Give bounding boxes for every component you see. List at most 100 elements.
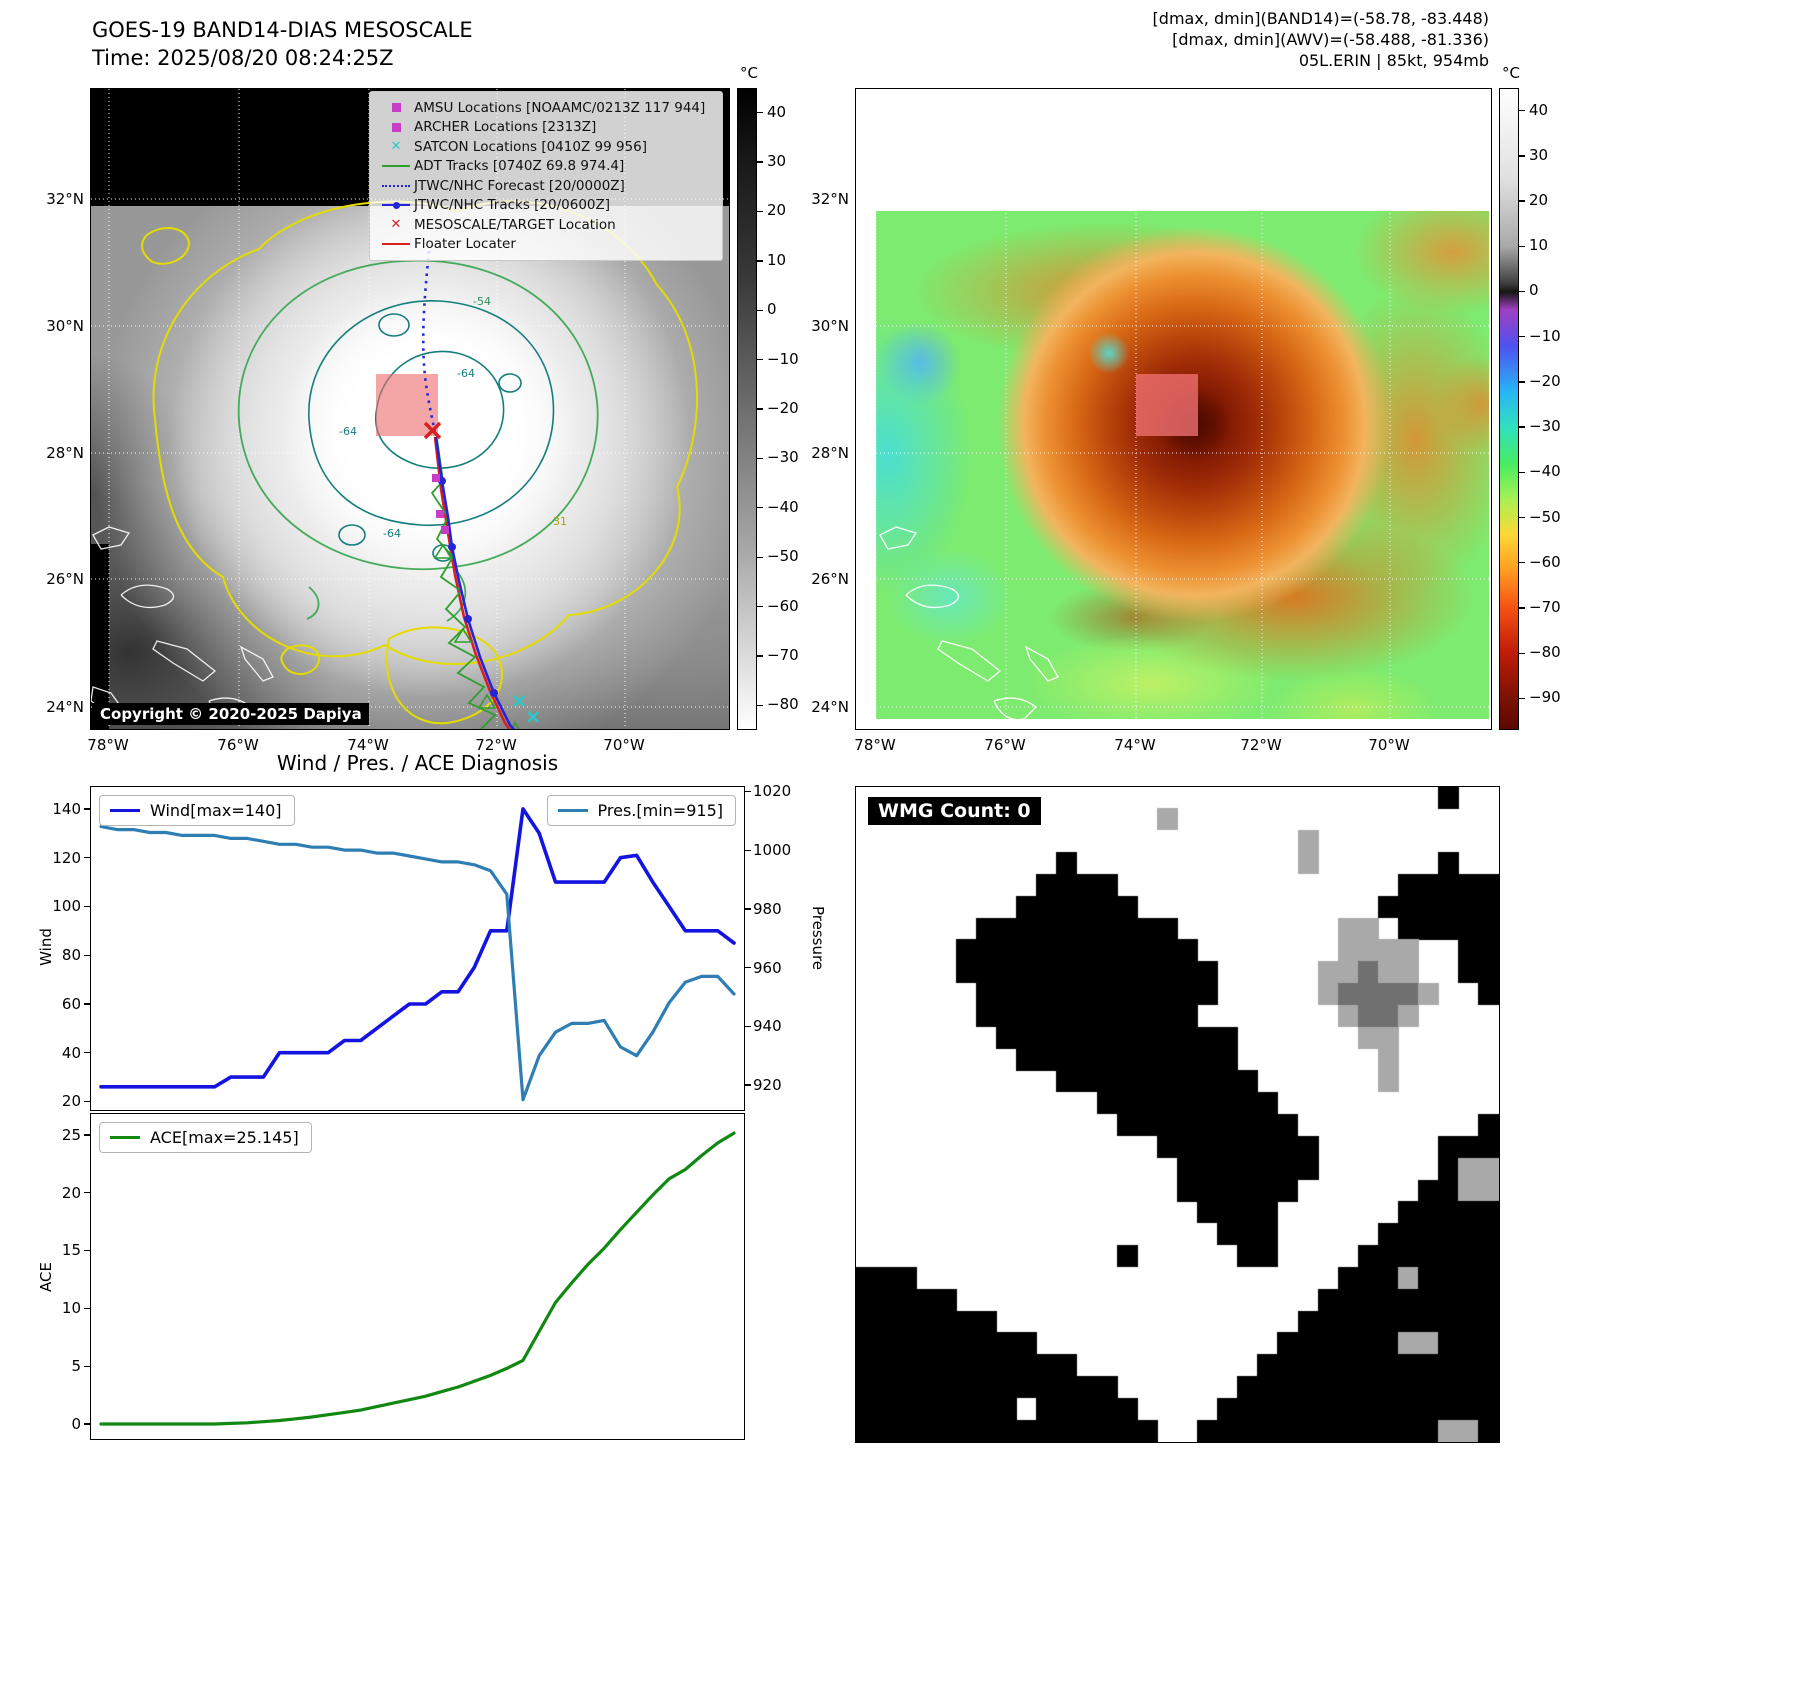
lat-tick-label: 32°N [811, 190, 849, 208]
line-swatch [382, 184, 410, 187]
colorbar-tick-label: −80 [1529, 643, 1561, 662]
legend-item: ADT Tracks [0740Z 69.8 974.4] [378, 157, 714, 177]
legend-item-label: JTWC/NHC Forecast [20/0000Z] [414, 177, 625, 194]
colorbar-tick-label: −90 [1529, 688, 1561, 707]
mesoscale-sector-edge-left [91, 544, 109, 729]
dmax-dmin-awv: [dmax, dmin](AWV)=(-58.488, -81.336) [1172, 30, 1489, 49]
legend-item-label: MESOSCALE/TARGET Location [414, 216, 616, 233]
y-tick-mark [84, 1052, 90, 1054]
y-tick-mark [84, 1307, 90, 1309]
colorbar-tick-mark [1519, 652, 1525, 654]
line-swatch [382, 243, 410, 246]
target-x-marker [423, 421, 442, 440]
square-marker-icon [378, 122, 414, 132]
y-tick-label: 80 [61, 946, 81, 965]
band14-title: GOES-19 BAND14-DIAS MESOSCALE [92, 18, 473, 42]
colorbar-tick-label: −50 [1529, 507, 1561, 526]
colorbar-tick-label: 30 [767, 152, 787, 171]
storm-id-intensity: 05L.ERIN | 85kt, 954mb [1298, 51, 1489, 70]
contour-label: -64 [457, 367, 475, 380]
x-marker-icon: ✕ [390, 139, 402, 155]
legend-item-label: Floater Locater [414, 236, 516, 253]
contour-label: -54 [473, 295, 491, 308]
y-tick-label: 5 [71, 1357, 81, 1376]
y-tick-label: 0 [71, 1414, 81, 1433]
y-tick-label: 980 [753, 899, 782, 918]
legend-item-label: SATCON Locations [0410Z 99 956] [414, 138, 647, 155]
colorbar-tick-label: −50 [767, 547, 799, 566]
lon-tick-label: 70°W [1368, 736, 1410, 754]
wind-line-sample-icon [110, 809, 140, 812]
colorbar-tick-label: 40 [1529, 100, 1549, 119]
legend-item-label: ADT Tracks [0740Z 69.8 974.4] [414, 158, 625, 175]
contour-label: -64 [339, 425, 357, 438]
ace-axis-label: ACE [37, 1262, 55, 1292]
colorbar-tick-label: −20 [1529, 371, 1561, 390]
awv-header: [dmax, dmin](BAND14)=(-58.78, -83.448) [… [1153, 8, 1489, 71]
band14-map-panel: -54 -64 -64 -64 31 AMSU Locations [NOAAM… [90, 88, 730, 730]
line-swatch [382, 201, 410, 209]
colorbar-tick-label: 0 [1529, 281, 1539, 300]
colorbar-tick-label: −80 [767, 695, 799, 714]
legend-item: AMSU Locations [NOAAMC/0213Z 117 944] [378, 98, 714, 118]
y-tick-mark [84, 1365, 90, 1367]
awv-colorbar: 40 30 20 10 0 −10 −20 −30 −40 −50 −60 −70 −80 −90 [1499, 88, 1571, 730]
lon-tick-label: 76°W [984, 736, 1026, 754]
y-tick-label: 120 [52, 848, 81, 867]
ace-legend: ACE[max=25.145] [99, 1122, 312, 1153]
colorbar-tick-mark [757, 704, 763, 706]
contour-label: -64 [383, 527, 401, 540]
colorbar-tick-label: −70 [1529, 597, 1561, 616]
lat-tick-label: 28°N [46, 444, 84, 462]
colorbar-tick-mark [1519, 290, 1525, 293]
y-tick-label: 15 [61, 1241, 81, 1260]
contour-yellow [141, 200, 699, 725]
lat-tick-label: 30°N [811, 317, 849, 335]
colorbar-tick-mark [757, 457, 763, 460]
colorbar-tick-label: 0 [767, 300, 777, 319]
colorbar-tick-mark [757, 210, 763, 213]
square-swatch [391, 103, 401, 113]
jtwc-track-points [438, 477, 498, 697]
pressure-line-sample-icon [557, 809, 588, 812]
lon-tick-label: 74°W [1114, 736, 1156, 754]
colorbar-tick-mark [1519, 607, 1525, 609]
legend-item-label: ARCHER Locations [2313Z] [414, 119, 597, 136]
lat-tick-label: 30°N [46, 317, 84, 335]
lon-tick-label: 70°W [603, 736, 645, 754]
contour-green [237, 259, 599, 622]
colorbar-tick-mark [757, 309, 763, 311]
pressure-legend-label: Pres.[min=915] [597, 801, 723, 820]
colorbar-tick-mark [757, 605, 763, 608]
colorbar-tick-mark [757, 260, 763, 262]
awv-colorbar-unit: °C [1502, 64, 1520, 82]
wind-legend-label: Wind[max=140] [150, 801, 282, 820]
colorbar-tick-mark [1519, 426, 1525, 428]
legend-item: ✕ MESOSCALE/TARGET Location [378, 215, 714, 235]
colorbar-tick-label: −60 [767, 596, 799, 615]
colorbar-tick-mark [1519, 155, 1525, 157]
contour-label: 31 [553, 515, 567, 528]
lat-tick-label: 24°N [811, 698, 849, 716]
colorbar-tick-mark [757, 655, 763, 657]
band14-satellite-imagery [91, 206, 729, 729]
line-dot-swatch [393, 201, 400, 209]
pressure-axis-label: Pressure [809, 905, 827, 971]
colorbar-tick-mark [1519, 471, 1525, 473]
wind-legend: Wind[max=140] [99, 795, 295, 826]
pressure-legend: Pres.[min=915] [546, 795, 736, 826]
colorbar-tick-label: −20 [767, 399, 799, 417]
mesoscale-target-region [1136, 374, 1198, 436]
y-tick-mark [84, 1192, 90, 1194]
X-marker-icon: ✕ [390, 217, 402, 233]
legend-item: ARCHER Locations [2313Z] [378, 118, 714, 138]
wind-pressure-chart: Wind[max=140] Pres.[min=915] 20 40 60 80 100… [52, 782, 791, 1111]
chart-plot-area [99, 1131, 736, 1426]
band14-colorbar-unit: °C [740, 64, 758, 82]
y-tick-label: 25 [61, 1125, 81, 1144]
colorbar-tick-label: −40 [767, 497, 799, 516]
y-tick-mark [745, 1025, 751, 1027]
square-swatch [391, 122, 401, 132]
series-line [99, 807, 736, 1089]
